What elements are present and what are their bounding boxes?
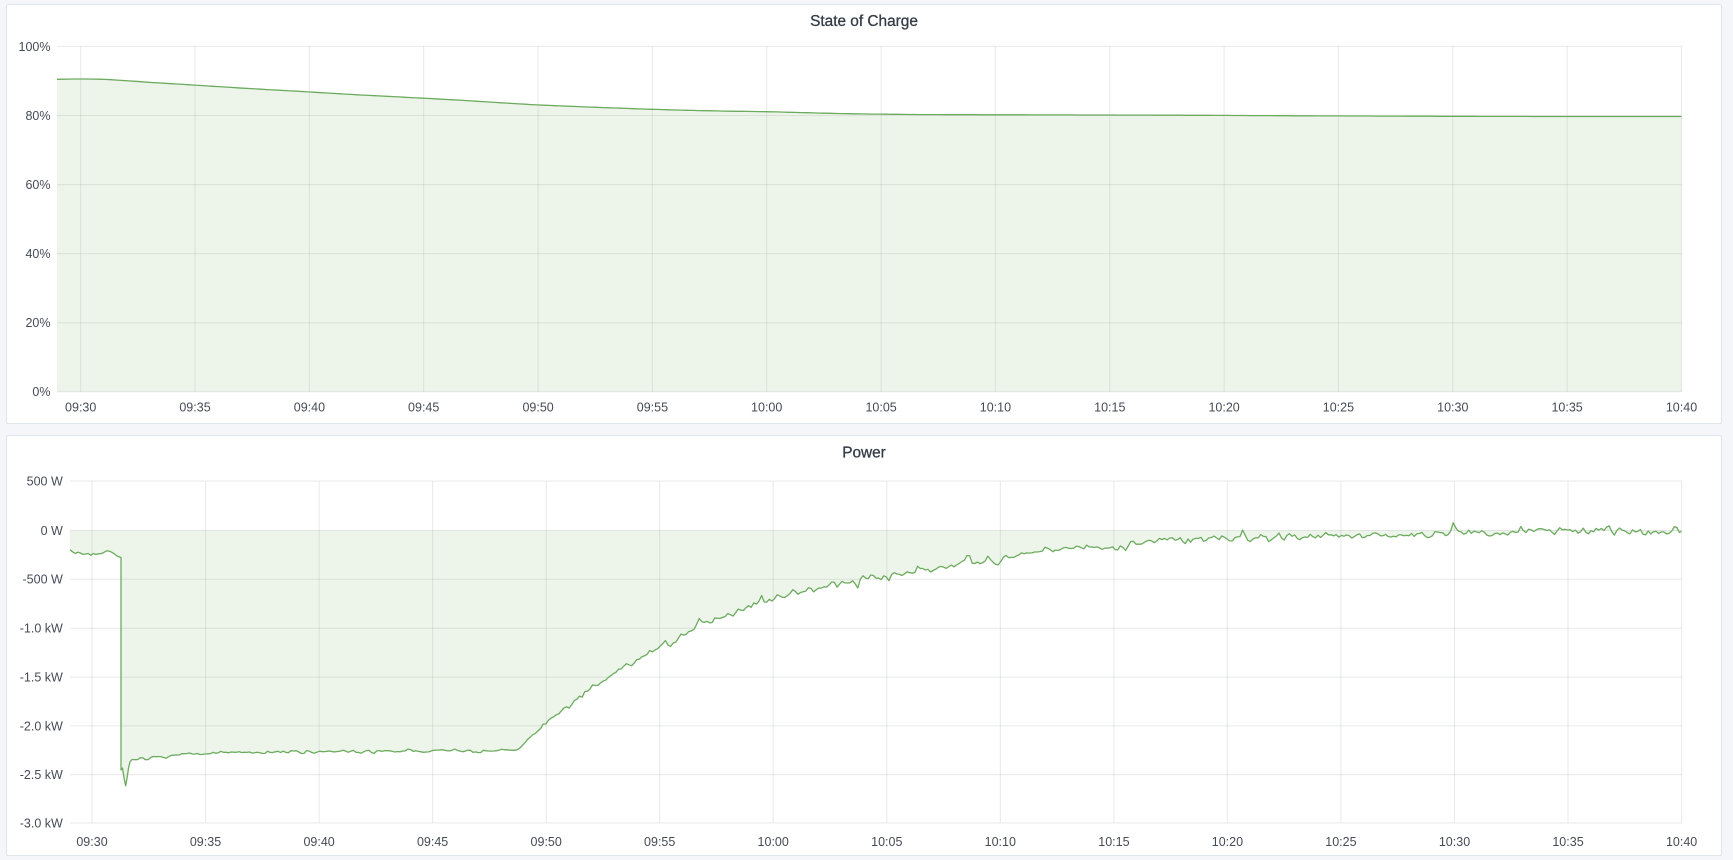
svg-text:09:35: 09:35 <box>190 835 221 849</box>
svg-text:Power: Power <box>842 445 886 462</box>
svg-text:100%: 100% <box>19 40 51 54</box>
svg-text:10:20: 10:20 <box>1208 400 1239 414</box>
svg-text:09:45: 09:45 <box>408 400 439 414</box>
svg-text:09:30: 09:30 <box>76 835 107 849</box>
svg-text:10:35: 10:35 <box>1552 835 1583 849</box>
svg-text:-1.5 kW: -1.5 kW <box>20 671 63 685</box>
svg-text:0 W: 0 W <box>41 524 63 538</box>
svg-text:10:25: 10:25 <box>1323 400 1354 414</box>
svg-text:09:50: 09:50 <box>531 835 562 849</box>
svg-text:60%: 60% <box>25 178 50 192</box>
svg-text:10:30: 10:30 <box>1439 835 1470 849</box>
svg-text:10:35: 10:35 <box>1551 400 1582 414</box>
svg-text:20%: 20% <box>25 316 50 330</box>
svg-text:10:15: 10:15 <box>1098 835 1129 849</box>
svg-text:80%: 80% <box>25 109 50 123</box>
svg-text:10:05: 10:05 <box>865 400 896 414</box>
svg-text:10:00: 10:00 <box>758 835 789 849</box>
svg-text:-500 W: -500 W <box>23 573 63 587</box>
svg-text:500 W: 500 W <box>27 474 63 488</box>
svg-text:09:40: 09:40 <box>303 835 334 849</box>
svg-text:40%: 40% <box>25 247 50 261</box>
svg-text:0%: 0% <box>32 385 50 399</box>
svg-text:-2.5 kW: -2.5 kW <box>20 768 63 782</box>
svg-text:10:15: 10:15 <box>1094 400 1125 414</box>
svg-text:10:10: 10:10 <box>985 835 1016 849</box>
svg-text:09:30: 09:30 <box>65 400 96 414</box>
svg-text:State of Charge: State of Charge <box>810 13 918 30</box>
svg-text:-2.0 kW: -2.0 kW <box>20 719 63 733</box>
svg-text:10:30: 10:30 <box>1437 400 1468 414</box>
svg-text:10:00: 10:00 <box>751 400 782 414</box>
svg-text:10:20: 10:20 <box>1212 835 1243 849</box>
svg-text:09:35: 09:35 <box>179 400 210 414</box>
svg-text:10:25: 10:25 <box>1325 835 1356 849</box>
svg-text:09:45: 09:45 <box>417 835 448 849</box>
svg-text:10:10: 10:10 <box>980 400 1011 414</box>
svg-text:-3.0 kW: -3.0 kW <box>20 816 63 830</box>
svg-text:09:40: 09:40 <box>294 400 325 414</box>
svg-text:09:55: 09:55 <box>637 400 668 414</box>
svg-text:10:05: 10:05 <box>871 835 902 849</box>
svg-text:10:40: 10:40 <box>1666 835 1697 849</box>
svg-text:09:50: 09:50 <box>522 400 553 414</box>
svg-text:10:40: 10:40 <box>1666 400 1697 414</box>
svg-text:-1.0 kW: -1.0 kW <box>20 622 63 636</box>
svg-text:09:55: 09:55 <box>644 835 675 849</box>
